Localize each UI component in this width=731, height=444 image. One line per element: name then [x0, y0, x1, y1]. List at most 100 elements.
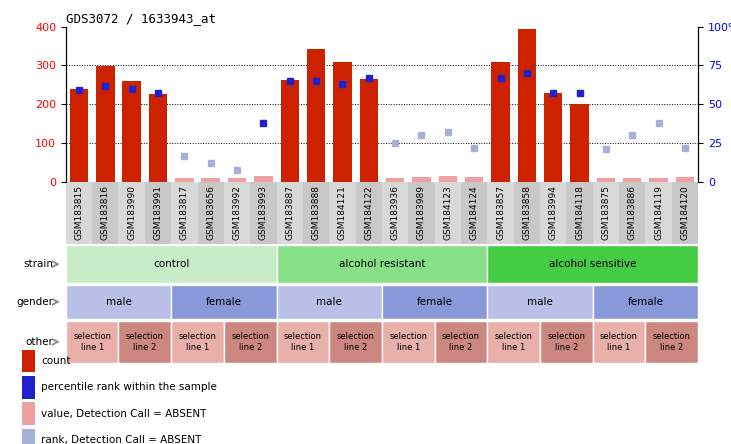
Bar [92, 182, 118, 244]
Text: count: count [41, 356, 70, 366]
Bar [69, 89, 88, 182]
Bar [488, 321, 540, 363]
Text: male: male [105, 297, 132, 307]
Bar [197, 182, 224, 244]
Bar [329, 321, 382, 363]
Bar [224, 321, 276, 363]
Text: GSM183656: GSM183656 [206, 185, 215, 240]
Text: GSM183816: GSM183816 [101, 185, 110, 240]
Text: GSM184118: GSM184118 [575, 185, 584, 240]
Bar [307, 49, 325, 182]
Text: other: other [26, 337, 53, 347]
Text: selection
line 2: selection line 2 [126, 332, 164, 352]
Bar [596, 178, 615, 182]
Bar [250, 182, 276, 244]
Text: GSM183990: GSM183990 [127, 185, 136, 240]
Text: female: female [206, 297, 242, 307]
Text: GSM183858: GSM183858 [523, 185, 531, 240]
Bar [118, 182, 145, 244]
Text: selection
line 2: selection line 2 [442, 332, 480, 352]
Text: value, Detection Call = ABSENT: value, Detection Call = ABSENT [41, 409, 206, 419]
Text: GSM183817: GSM183817 [180, 185, 189, 240]
Text: rank, Detection Call = ABSENT: rank, Detection Call = ABSENT [41, 435, 201, 444]
Bar [465, 177, 483, 182]
Text: GSM183994: GSM183994 [549, 185, 558, 240]
Text: alcohol resistant: alcohol resistant [338, 259, 425, 269]
Bar [491, 63, 510, 182]
Text: GSM183992: GSM183992 [232, 185, 241, 240]
Bar [386, 178, 404, 182]
Bar [514, 182, 540, 244]
Bar [303, 182, 329, 244]
Bar [567, 182, 593, 244]
Bar [254, 176, 273, 182]
Text: GSM183936: GSM183936 [390, 185, 400, 240]
Bar [619, 182, 645, 244]
Bar [22, 429, 35, 444]
Bar [329, 182, 355, 244]
Text: female: female [417, 297, 452, 307]
Bar [22, 402, 35, 425]
Text: GSM183888: GSM183888 [311, 185, 321, 240]
Bar [540, 321, 593, 363]
Bar [544, 94, 562, 182]
Bar [435, 182, 461, 244]
Text: percentile rank within the sample: percentile rank within the sample [41, 382, 217, 392]
Bar [333, 62, 352, 182]
Bar [96, 66, 115, 182]
Text: GSM183887: GSM183887 [285, 185, 295, 240]
Bar [412, 177, 431, 182]
Text: GSM184124: GSM184124 [469, 185, 479, 240]
Bar [672, 182, 698, 244]
Bar [645, 182, 672, 244]
Bar [540, 182, 567, 244]
Text: selection
line 1: selection line 1 [284, 332, 322, 352]
Bar [276, 245, 488, 283]
Text: selection
line 1: selection line 1 [178, 332, 216, 352]
Text: GSM183989: GSM183989 [417, 185, 426, 240]
Bar [570, 104, 588, 182]
Text: GSM183815: GSM183815 [75, 185, 83, 240]
Bar [228, 178, 246, 182]
Bar [171, 182, 197, 244]
Bar [409, 182, 435, 244]
Bar [645, 321, 698, 363]
Bar [224, 182, 250, 244]
Bar [439, 176, 457, 182]
Text: GSM184119: GSM184119 [654, 185, 663, 240]
Text: selection
line 2: selection line 2 [548, 332, 586, 352]
Text: selection
line 2: selection line 2 [653, 332, 691, 352]
Bar [461, 182, 488, 244]
Bar [276, 182, 303, 244]
Text: female: female [627, 297, 664, 307]
Bar [149, 94, 167, 182]
Bar [488, 245, 698, 283]
Bar [675, 177, 694, 182]
Text: gender: gender [16, 297, 53, 307]
Bar [355, 182, 382, 244]
Bar [171, 285, 276, 319]
Bar [360, 79, 378, 182]
Text: GSM184120: GSM184120 [681, 185, 689, 240]
Text: selection
line 1: selection line 1 [600, 332, 638, 352]
Text: selection
line 1: selection line 1 [495, 332, 533, 352]
Text: GSM183857: GSM183857 [496, 185, 505, 240]
Bar [175, 178, 194, 182]
Bar [202, 178, 220, 182]
Bar [488, 285, 593, 319]
Text: control: control [153, 259, 189, 269]
Text: male: male [527, 297, 553, 307]
Bar [22, 376, 35, 399]
Text: selection
line 2: selection line 2 [336, 332, 374, 352]
Bar [276, 321, 329, 363]
Text: selection
line 2: selection line 2 [231, 332, 269, 352]
Bar [593, 182, 619, 244]
Text: GSM184123: GSM184123 [443, 185, 452, 240]
Bar [66, 245, 276, 283]
Bar [66, 182, 92, 244]
Text: GSM183993: GSM183993 [259, 185, 268, 240]
Bar [518, 29, 536, 182]
Bar [66, 321, 118, 363]
Bar [276, 285, 382, 319]
Bar [649, 178, 668, 182]
